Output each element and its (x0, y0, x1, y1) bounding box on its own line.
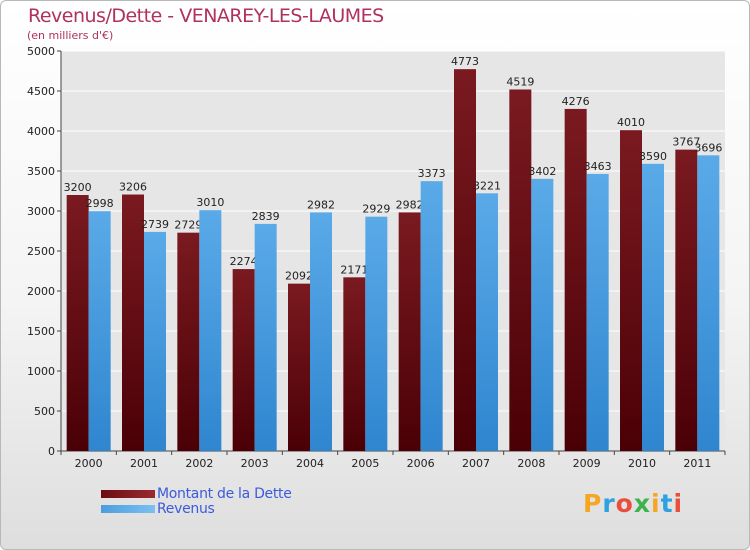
x-tick-label: 2001 (130, 457, 158, 470)
bar-label-dette: 4276 (562, 95, 590, 108)
bar-label-dette: 2982 (396, 198, 424, 211)
bar-label-revenus: 3590 (639, 150, 667, 163)
y-tick-label: 2500 (27, 245, 55, 258)
bar-revenus (310, 212, 332, 451)
x-tick-label: 2005 (351, 457, 379, 470)
bar-label-dette: 4010 (617, 116, 645, 129)
x-tick-label: 2011 (683, 457, 711, 470)
y-tick-label: 5000 (27, 45, 55, 58)
bar-label-revenus: 3463 (584, 160, 612, 173)
logo-letter: i (673, 489, 684, 518)
bar-dette (66, 195, 89, 451)
bar-dette (122, 194, 144, 451)
bar-revenus (199, 210, 222, 451)
bar-dette (454, 69, 476, 451)
y-tick-label: 4500 (27, 85, 55, 98)
bar-label-dette: 3200 (64, 181, 92, 194)
bar-revenus (254, 223, 277, 451)
bar-revenus (642, 163, 664, 452)
y-tick-label: 3500 (27, 165, 55, 178)
bar-revenus (476, 193, 498, 451)
bar-label-revenus: 3696 (694, 141, 722, 154)
proxiti-logo: Proxiti (583, 489, 683, 518)
x-tick-label: 2004 (296, 457, 324, 470)
bar-label-revenus: 2739 (141, 218, 169, 231)
bar-label-dette: 2171 (340, 263, 368, 276)
bar-revenus (531, 178, 554, 451)
y-tick-label: 1000 (27, 365, 55, 378)
bar-label-dette: 3206 (119, 181, 147, 194)
bar-label-revenus: 3402 (528, 165, 556, 178)
bar-label-revenus: 2839 (252, 210, 280, 223)
x-tick-label: 2008 (517, 457, 545, 470)
bar-dette (232, 269, 255, 451)
logo-letter: P (583, 489, 603, 518)
bar-dette (288, 283, 310, 451)
x-tick-label: 2000 (75, 457, 103, 470)
x-tick-label: 2003 (241, 457, 269, 470)
bar-label-revenus: 3221 (473, 179, 501, 192)
bar-dette (343, 277, 366, 451)
bar-dette (675, 149, 698, 451)
logo-letter: r (602, 489, 616, 518)
bar-label-dette: 2274 (230, 255, 258, 268)
logo-letter: i (651, 489, 661, 518)
legend-swatch-revenus (101, 505, 155, 513)
bar-revenus (420, 181, 443, 451)
bar-label-revenus: 2982 (307, 198, 335, 211)
bar-revenus (144, 231, 166, 451)
bar-revenus (586, 173, 609, 451)
logo-letter: x (633, 489, 651, 518)
bar-label-revenus: 3373 (418, 167, 446, 180)
bar-label-revenus: 3010 (196, 196, 224, 209)
bar-dette (564, 108, 587, 452)
legend-swatch-dette (101, 490, 155, 498)
bar-label-dette: 2729 (174, 219, 202, 232)
bar-revenus (365, 216, 388, 451)
x-tick-label: 2009 (573, 457, 601, 470)
y-tick-label: 4000 (27, 125, 55, 138)
x-tick-label: 2006 (407, 457, 435, 470)
y-tick-label: 500 (34, 405, 55, 418)
bar-revenus (88, 211, 111, 451)
bar-dette (177, 232, 200, 451)
y-tick-label: 2000 (27, 285, 55, 298)
bar-label-dette: 2092 (285, 270, 313, 283)
bar-label-revenus: 2998 (86, 197, 114, 210)
x-tick-label: 2002 (185, 457, 213, 470)
logo-letter: o (615, 489, 634, 518)
bar-label-revenus: 2929 (362, 203, 390, 216)
bar-label-dette: 3767 (672, 136, 700, 149)
logo-letter: t (660, 489, 674, 518)
legend-label-revenus: Revenus (157, 501, 215, 517)
bar-revenus (697, 155, 720, 451)
bar-label-dette: 4773 (451, 55, 479, 68)
x-tick-label: 2010 (628, 457, 656, 470)
legend-label-dette: Montant de la Dette (157, 486, 292, 502)
bar-dette (620, 130, 642, 451)
bar-dette (509, 89, 532, 451)
y-tick-label: 1500 (27, 325, 55, 338)
chart-subtitle: (en milliers d'€) (27, 29, 114, 42)
chart-title: Revenus/Dette - VENAREY-LES-LAUMES (28, 5, 384, 27)
bar-label-dette: 4519 (506, 75, 534, 88)
x-tick-label: 2007 (462, 457, 490, 470)
bar-dette (398, 212, 421, 451)
y-tick-label: 0 (48, 445, 55, 458)
y-tick-label: 3000 (27, 205, 55, 218)
